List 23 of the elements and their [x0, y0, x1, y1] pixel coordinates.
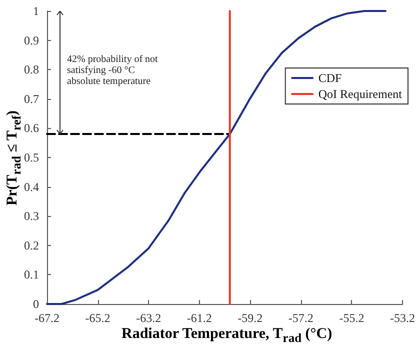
- annotation: 42% probability of not satisfying -60 °C absolute temperature: [67, 54, 158, 86]
- x-tick-label: -67.2: [34, 311, 60, 325]
- x-tick-label: -55.2: [339, 311, 364, 325]
- x-tick-label: -63.2: [136, 311, 162, 325]
- y-tick-label: 0.8: [24, 62, 39, 77]
- x-axis-title: Radiator Temperature, T$_{rad}$ (°C): [122, 326, 332, 346]
- y-tick-label: 0: [33, 297, 39, 311]
- legend-label: CDF: [318, 71, 342, 85]
- y-tick-label: 0.4: [24, 180, 39, 194]
- x-tick-label: -59.2: [238, 311, 263, 325]
- y-tick-label: 0.1: [24, 268, 39, 282]
- x-tick-label: -61.2: [186, 311, 212, 325]
- y-tick-label: 0.5: [24, 150, 39, 164]
- y-tick-label: 0.9: [24, 33, 39, 48]
- legend-label: QoI Requirement: [318, 87, 403, 101]
- y-tick-label: 0.6: [24, 121, 39, 136]
- x-tick-label: -53.2: [390, 311, 415, 325]
- x-tick-label: -65.2: [85, 311, 110, 325]
- y-tick-label: 0.2: [24, 238, 39, 252]
- y-tick-label: 0.3: [24, 209, 39, 224]
- x-tick-label: -57.2: [288, 311, 314, 325]
- y-tick-label: 0.7: [24, 92, 39, 106]
- y-tick-label: 1: [33, 4, 39, 18]
